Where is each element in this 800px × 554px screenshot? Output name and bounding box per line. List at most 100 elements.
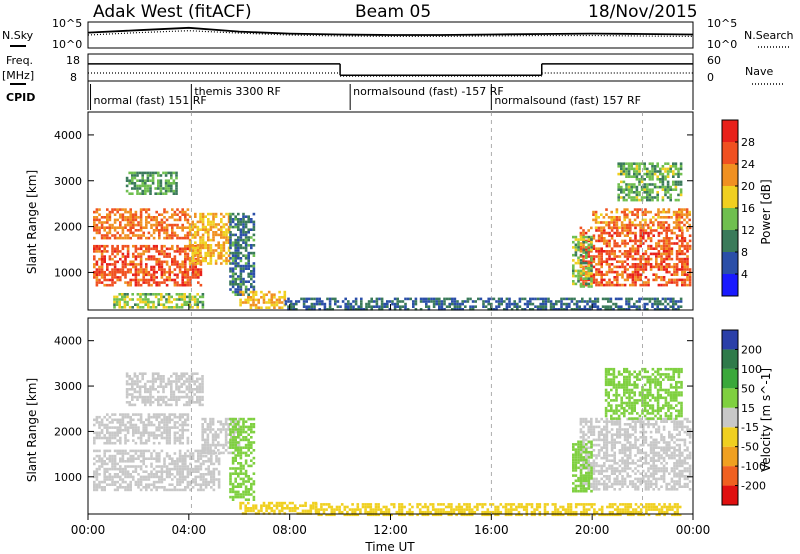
vel-cell-2-982 <box>198 398 202 401</box>
vel-cell-0-198 <box>142 486 145 489</box>
vel-cell-6-1676 <box>535 505 539 509</box>
power-cell-0-163 <box>134 270 138 274</box>
power-cell-0-260 <box>160 244 164 248</box>
power-cell-3-925 <box>141 171 144 175</box>
power-cell-1-565 <box>139 234 143 237</box>
power-cell-8-2092 <box>613 252 616 256</box>
power-cell-9-2661 <box>685 210 689 214</box>
power-cell-8-2163 <box>626 276 629 279</box>
power-cell-8-1967 <box>590 263 593 266</box>
vel-cell-2-966 <box>193 401 196 404</box>
vel-cell-2-894 <box>172 380 176 383</box>
power-cell-7-1574 <box>406 308 410 311</box>
power-cell-1-432 <box>95 223 99 227</box>
power-cell-11-2905 <box>651 170 654 173</box>
vel-cell-6-1850 <box>676 510 679 514</box>
vel-cell-1-586 <box>132 413 135 416</box>
power-cell-4-1208 <box>252 228 256 231</box>
power-cell-8-1995 <box>595 281 598 284</box>
vel-cell-0-200 <box>145 457 148 460</box>
power-cell-0-171 <box>137 255 140 258</box>
vel-cell-5-1399 <box>309 509 313 513</box>
power-cell-6-1391 <box>178 295 181 299</box>
power-cell-8-2065 <box>608 257 611 261</box>
power-cell-8-2168 <box>629 237 632 240</box>
vel-cell-1-533 <box>111 436 114 440</box>
vel-cell-6-1601 <box>470 513 474 517</box>
power-cell-9-2534 <box>613 218 616 222</box>
vel-cell-2-781 <box>133 380 137 383</box>
power-cell-7-1662 <box>487 300 490 303</box>
vel-cell-0-232 <box>152 486 156 489</box>
vel-cell-3-1033 <box>209 430 212 434</box>
vel-cell-0-347 <box>184 467 187 471</box>
vel-cell-0-351 <box>184 488 187 492</box>
vel-cell-2-926 <box>183 375 186 378</box>
vel-cell-2-923 <box>180 390 183 394</box>
power-cell-9-2669 <box>688 223 691 227</box>
vel-cell-6-1711 <box>567 510 570 514</box>
power-cell-9-2636 <box>675 213 678 216</box>
power-cell-4-1192 <box>250 228 253 231</box>
vel-cell-0-112 <box>121 454 125 458</box>
vel-cell-4-1275 <box>247 443 250 447</box>
power-cell-0-365 <box>186 257 190 261</box>
power-cell-10-2688 <box>574 253 578 257</box>
power-cell-8-2435 <box>678 247 681 250</box>
power-cell-7-1778 <box>581 297 584 301</box>
power-cell-1-523 <box>126 236 130 240</box>
vel-cell-6-1663 <box>525 505 529 509</box>
noise-left-top-tick: 10^5 <box>52 17 82 30</box>
power-cell-7-1524 <box>365 305 368 308</box>
vel-cell-0-160 <box>132 478 135 481</box>
power-cell-10-2692 <box>574 282 578 286</box>
vel-cell-0-362 <box>189 452 192 455</box>
vel-cell-1-653 <box>155 426 158 429</box>
power-cell-6-1402 <box>183 300 186 304</box>
power-cell-1-603 <box>158 213 161 216</box>
vel-cell-0-399 <box>197 488 200 492</box>
vel-cell-5-1383 <box>293 509 297 513</box>
power-cell-4-1204 <box>252 212 256 216</box>
vel-cell-6-1475 <box>369 513 373 517</box>
power-cell-1-675 <box>184 234 187 237</box>
power-cell-2-697 <box>188 259 192 263</box>
power-cell-11-2909 <box>651 183 654 186</box>
power-cell-10-2699 <box>577 259 580 262</box>
power-cell-7-1838 <box>630 305 633 308</box>
power-cell-7-1504 <box>347 308 350 311</box>
power-cell-5-1231 <box>244 301 247 304</box>
power-cell-0-24 <box>98 250 101 253</box>
power-cell-11-2850 <box>635 198 639 202</box>
power-cell-8-2334 <box>660 255 663 258</box>
vel-cell-1-514 <box>106 428 109 432</box>
power-cell-7-1564 <box>399 300 402 303</box>
power-cell-4-1160 <box>244 249 248 252</box>
power-cell-10-2697 <box>577 248 580 252</box>
vel-cell-0-222 <box>150 475 153 479</box>
power-cell-8-2159 <box>626 257 629 261</box>
power-cell-8-1959 <box>590 226 593 230</box>
power-cell-8-2113 <box>616 281 619 284</box>
power-cell-4-1033 <box>229 283 232 286</box>
vel-cell-2-863 <box>159 403 163 407</box>
power-cell-0-244 <box>155 257 158 261</box>
vel-cell-0-425 <box>204 467 208 471</box>
power-cell-7-1797 <box>594 305 597 308</box>
vel-cell-6-1451 <box>351 513 354 517</box>
power-cell-9-2551 <box>623 213 626 216</box>
vel-cell-6-1754 <box>606 505 609 509</box>
power-cell-4-1117 <box>239 264 243 268</box>
power-cell-1-645 <box>173 210 177 214</box>
vel-cell-6-1811 <box>647 505 651 509</box>
vel-cell-4-1145 <box>231 417 235 421</box>
power-cell-0-343 <box>181 278 184 282</box>
power-cell-2-853 <box>220 262 223 265</box>
power-cell-0-5 <box>93 263 96 266</box>
power-cell-11-2999 <box>677 193 680 197</box>
power-cell-8-2063 <box>608 252 611 256</box>
power-cell-2-890 <box>227 254 231 257</box>
vel-cell-4-1235 <box>242 430 245 434</box>
power-cell-1-422 <box>93 218 96 222</box>
vel-cell-0-59 <box>108 449 112 453</box>
